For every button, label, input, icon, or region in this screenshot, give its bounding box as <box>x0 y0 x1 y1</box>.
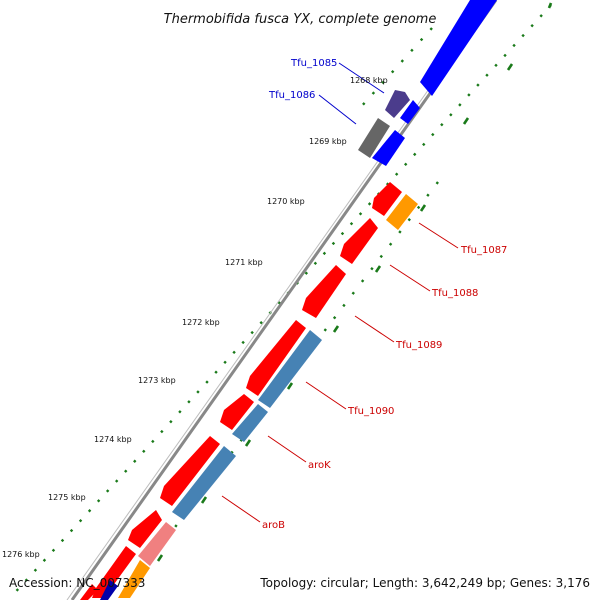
gene-label-arob[interactable]: aroB <box>262 520 285 531</box>
leader-lines <box>221 62 459 523</box>
cds-steel-arok <box>172 446 236 520</box>
cds-red-arok <box>160 436 220 506</box>
cds-blue-tfu1086 <box>372 130 405 166</box>
tick-label-1268: 1268 kbp <box>350 76 388 85</box>
cds-gray-tfu1086 <box>358 118 390 158</box>
tick-label-1273: 1273 kbp <box>138 376 176 385</box>
gc-dash-marks <box>156 2 553 562</box>
genome-backbone <box>70 0 498 600</box>
tick-label-1272: 1272 kbp <box>182 318 220 327</box>
genome-summary-text: Topology: circular; Length: 3,642,249 bp… <box>259 576 590 590</box>
tick-label-1275: 1275 kbp <box>48 493 86 502</box>
cds-blue-outer-top <box>420 0 497 96</box>
cds-red-arob <box>128 510 162 548</box>
cds-red-tfu1087 <box>340 218 378 264</box>
cds-orange-bottom <box>118 560 150 598</box>
tick-label-1276: 1276 kbp <box>2 550 40 559</box>
cds-red-tfu1089 <box>246 320 306 396</box>
gene-label-tfu1086[interactable]: Tfu_1086 <box>268 90 315 101</box>
cds-navy-bottom <box>100 580 118 600</box>
cds-red-bottom <box>92 546 136 598</box>
gene-label-tfu1088[interactable]: Tfu_1088 <box>431 288 478 299</box>
cds-steel-tfu1089 <box>258 330 322 408</box>
gene-label-tfu1085[interactable]: Tfu_1085 <box>290 58 337 69</box>
accession-text: Accession: NC_007333 <box>9 576 145 590</box>
cds-orange-tfu1087 <box>386 194 418 230</box>
tick-label-1271: 1271 kbp <box>225 258 263 267</box>
cds-steel-tfu1090 <box>232 404 268 442</box>
tick-label-1274: 1274 kbp <box>94 435 132 444</box>
gene-label-tfu1087[interactable]: Tfu_1087 <box>460 245 507 256</box>
gene-label-tfu1090[interactable]: Tfu_1090 <box>347 406 394 417</box>
cds-purple-tfu1085 <box>385 90 410 118</box>
gene-label-arok[interactable]: aroK <box>308 460 331 471</box>
cds-red-1 <box>372 182 402 216</box>
cds-blue-tfu1085b <box>400 100 420 124</box>
gene-label-tfu1089[interactable]: Tfu_1089 <box>395 340 442 351</box>
cds-red-bottom-2 <box>80 584 98 600</box>
tick-label-1270: 1270 kbp <box>267 197 305 206</box>
genome-backbone-inner <box>66 0 493 600</box>
gc-track-lower <box>149 181 439 561</box>
cds-pink-arob <box>138 522 176 566</box>
tick-label-1269: 1269 kbp <box>309 137 347 146</box>
cds-red-tfu1088 <box>302 265 346 318</box>
map-title: Thermobifida fusca YX, complete genome <box>164 12 437 27</box>
cds-red-tfu1090 <box>220 394 254 430</box>
